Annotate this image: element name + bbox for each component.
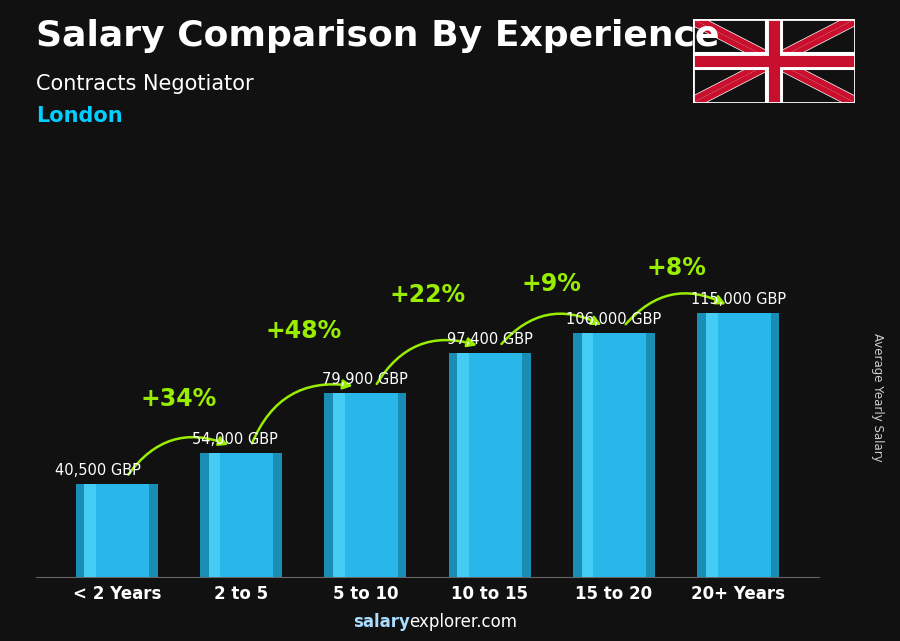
Text: London: London [36,106,122,126]
Polygon shape [706,313,717,577]
Polygon shape [457,353,469,577]
Text: 106,000 GBP: 106,000 GBP [566,312,662,328]
Polygon shape [398,393,407,577]
Polygon shape [573,333,581,577]
Text: +48%: +48% [266,319,341,343]
Bar [457,353,522,577]
Text: Contracts Negotiator: Contracts Negotiator [36,74,254,94]
Text: 40,500 GBP: 40,500 GBP [55,463,141,478]
Text: +8%: +8% [646,256,706,280]
Text: Average Yearly Salary: Average Yearly Salary [871,333,884,462]
Polygon shape [149,484,158,577]
Polygon shape [76,484,85,577]
Polygon shape [209,453,220,577]
Text: +22%: +22% [390,283,465,307]
Polygon shape [646,333,655,577]
Polygon shape [200,453,209,577]
Polygon shape [698,313,706,577]
Polygon shape [770,313,779,577]
Text: 54,000 GBP: 54,000 GBP [192,432,278,447]
Text: Salary Comparison By Experience: Salary Comparison By Experience [36,19,719,53]
Bar [85,484,149,577]
Polygon shape [85,484,96,577]
Polygon shape [333,393,345,577]
Bar [581,333,646,577]
Bar [333,393,398,577]
Text: salary: salary [353,613,410,631]
Text: +34%: +34% [140,387,217,412]
Polygon shape [274,453,282,577]
Text: 115,000 GBP: 115,000 GBP [690,292,786,307]
Polygon shape [448,353,457,577]
Text: 97,400 GBP: 97,400 GBP [446,332,533,347]
Polygon shape [522,353,531,577]
Text: explorer.com: explorer.com [410,613,518,631]
Polygon shape [581,333,593,577]
Text: 79,900 GBP: 79,900 GBP [322,372,409,387]
Text: +9%: +9% [522,272,581,296]
Bar [706,313,770,577]
Bar [209,453,274,577]
Polygon shape [324,393,333,577]
